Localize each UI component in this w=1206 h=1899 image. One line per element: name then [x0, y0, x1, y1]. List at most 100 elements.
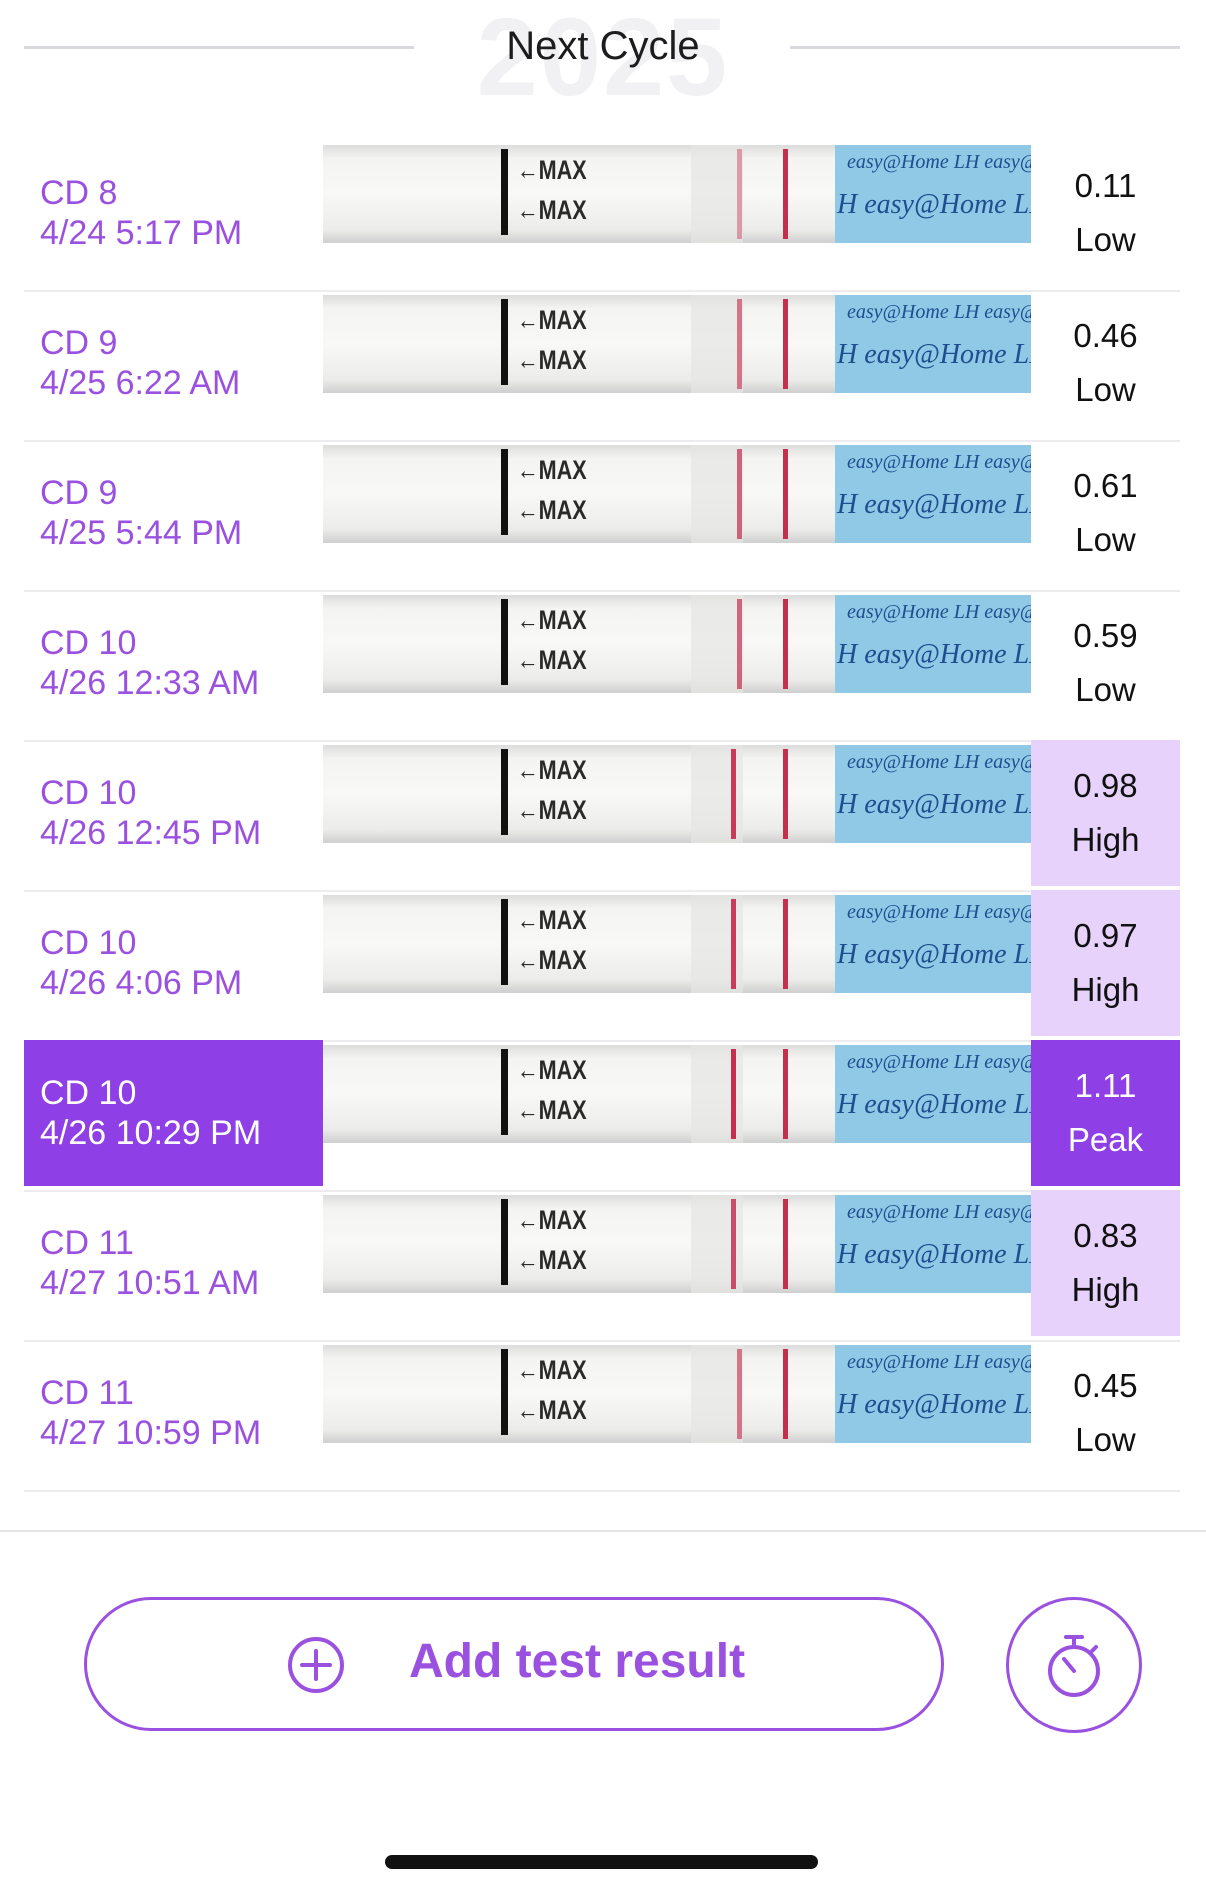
test-strip-photo[interactable]: ←MAX ←MAX easy@Home LH easy@ H easy@Home LH… — [323, 295, 1031, 393]
strip-test-line — [737, 299, 742, 389]
strip-brand-label: easy@Home LH easy@ H easy@Home LH e — [835, 145, 1031, 243]
result-value-cell: 0.59 Low — [1031, 590, 1180, 736]
add-test-result-label: Add test result — [409, 1635, 746, 1688]
test-datetime-label: 4/27 10:51 AM — [40, 1264, 260, 1302]
cycle-day-label: CD 10 — [40, 1074, 137, 1112]
strip-max-marker — [501, 899, 508, 985]
result-date-cell: CD 11 4/27 10:51 AM — [24, 1190, 323, 1336]
test-result-row[interactable]: CD 8 4/24 5:17 PM ←MAX ←MAX easy@Home LH eas… — [24, 140, 1180, 292]
strip-max-label: ←MAX — [517, 1355, 587, 1385]
strip-max-label: ←MAX — [517, 305, 587, 335]
strip-control-line — [783, 899, 788, 989]
strip-max-marker — [501, 149, 508, 235]
lh-ratio-value: 0.97 — [1073, 917, 1138, 954]
test-result-row[interactable]: CD 10 4/26 12:45 PM ←MAX ←MAX easy@Home LH e… — [24, 740, 1180, 892]
strip-max-label: ←MAX — [517, 795, 587, 825]
strip-max-label: ←MAX — [517, 1205, 587, 1235]
strip-max-label: ←MAX — [517, 905, 587, 935]
strip-brand-text: easy@Home LH easy@ — [847, 1351, 1031, 1373]
strip-brand-text: H easy@Home LH e — [837, 939, 1031, 970]
strip-max-label: ←MAX — [517, 195, 587, 225]
strip-brand-text: H easy@Home LH e — [837, 1239, 1031, 1270]
header-divider-right — [790, 46, 1180, 49]
test-datetime-label: 4/26 10:29 PM — [40, 1114, 262, 1152]
test-result-row[interactable]: CD 9 4/25 5:44 PM ←MAX ←MAX easy@Home LH eas… — [24, 440, 1180, 592]
test-strip-photo[interactable]: ←MAX ←MAX easy@Home LH easy@ H easy@Home LH… — [323, 1045, 1031, 1143]
test-result-row[interactable]: CD 9 4/25 6:22 AM ←MAX ←MAX easy@Home LH eas… — [24, 290, 1180, 442]
strip-max-label: ←MAX — [517, 1095, 587, 1125]
strip-test-line — [731, 899, 736, 989]
result-date-cell: CD 9 4/25 6:22 AM — [24, 290, 323, 436]
result-date-cell: CD 8 4/24 5:17 PM — [24, 140, 323, 286]
lh-ratio-value: 0.83 — [1073, 1217, 1138, 1254]
strip-brand-label: easy@Home LH easy@ H easy@Home LH e — [835, 445, 1031, 543]
strip-test-line — [737, 599, 742, 689]
test-strip-photo[interactable]: ←MAX ←MAX easy@Home LH easy@ H easy@Home LH… — [323, 595, 1031, 693]
strip-control-line — [783, 749, 788, 839]
test-datetime-label: 4/26 4:06 PM — [40, 964, 243, 1002]
strip-result-window — [691, 145, 743, 243]
strip-control-line — [783, 299, 788, 389]
result-value-cell: 0.46 Low — [1031, 290, 1180, 436]
strip-max-marker — [501, 599, 508, 685]
test-result-row[interactable]: CD 11 4/27 10:51 AM ←MAX ←MAX easy@Home LH e… — [24, 1190, 1180, 1342]
test-datetime-label: 4/26 12:45 PM — [40, 814, 262, 852]
strip-test-line — [737, 1349, 742, 1439]
test-result-row[interactable]: CD 10 4/26 12:33 AM ←MAX ←MAX easy@Home LH e… — [24, 590, 1180, 742]
strip-control-line — [783, 449, 788, 539]
lh-level-label: High — [1071, 971, 1140, 1008]
strip-result-window — [691, 1345, 743, 1443]
test-strip-photo[interactable]: ←MAX ←MAX easy@Home LH easy@ H easy@Home LH… — [323, 745, 1031, 843]
strip-result-window — [691, 595, 743, 693]
test-strip-photo[interactable]: ←MAX ←MAX easy@Home LH easy@ H easy@Home LH… — [323, 145, 1031, 243]
strip-max-label: ←MAX — [517, 495, 587, 525]
strip-test-line — [737, 149, 742, 239]
test-strip-photo[interactable]: ←MAX ←MAX easy@Home LH easy@ H easy@Home LH… — [323, 445, 1031, 543]
strip-brand-text: H easy@Home LH e — [837, 789, 1031, 820]
strip-test-line — [737, 449, 742, 539]
stopwatch-icon — [1048, 1635, 1100, 1697]
strip-max-marker — [501, 1349, 508, 1435]
strip-brand-text: easy@Home LH easy@ — [847, 151, 1031, 173]
strip-brand-text: easy@Home LH easy@ — [847, 451, 1031, 473]
strip-control-line — [783, 149, 788, 239]
strip-brand-label: easy@Home LH easy@ H easy@Home LH e — [835, 745, 1031, 843]
test-datetime-label: 4/25 6:22 AM — [40, 364, 241, 402]
strip-control-line — [783, 599, 788, 689]
row-divider — [24, 1040, 1180, 1042]
lh-level-label: Low — [1075, 1421, 1136, 1458]
timer-button[interactable] — [1006, 1597, 1142, 1733]
result-date-cell: CD 10 4/26 10:29 PM — [24, 1040, 323, 1186]
test-strip-photo[interactable]: ←MAX ←MAX easy@Home LH easy@ H easy@Home LH… — [323, 1195, 1031, 1293]
lh-level-label: Low — [1075, 671, 1136, 708]
strip-brand-label: easy@Home LH easy@ H easy@Home LH e — [835, 595, 1031, 693]
result-date-cell: CD 10 4/26 12:33 AM — [24, 590, 323, 736]
test-strip-photo[interactable]: ←MAX ←MAX easy@Home LH easy@ H easy@Home LH… — [323, 1345, 1031, 1443]
test-result-row[interactable]: CD 10 4/26 10:29 PM ←MAX ←MAX easy@Home LH e… — [24, 1040, 1180, 1192]
result-value-cell: 0.83 High — [1031, 1190, 1180, 1336]
add-test-result-button[interactable]: Add test result — [84, 1597, 944, 1731]
strip-brand-text: easy@Home LH easy@ — [847, 1201, 1031, 1223]
row-divider — [24, 890, 1180, 892]
cycle-day-label: CD 10 — [40, 924, 137, 962]
strip-test-line — [731, 1199, 736, 1289]
header-year-watermark: 2025 — [476, 0, 730, 119]
result-value-cell: 0.98 High — [1031, 740, 1180, 886]
cycle-day-label: CD 9 — [40, 474, 118, 512]
test-result-row[interactable]: CD 10 4/26 4:06 PM ←MAX ←MAX easy@Home LH ea… — [24, 890, 1180, 1042]
bottom-divider — [0, 1530, 1206, 1532]
test-datetime-label: 4/24 5:17 PM — [40, 214, 243, 252]
test-strip-photo[interactable]: ←MAX ←MAX easy@Home LH easy@ H easy@Home LH… — [323, 895, 1031, 993]
strip-max-label: ←MAX — [517, 645, 587, 675]
lh-ratio-value: 0.98 — [1073, 767, 1138, 804]
row-divider — [24, 1490, 1180, 1492]
strip-brand-text: H easy@Home LH e — [837, 489, 1031, 520]
cycle-day-label: CD 9 — [40, 324, 118, 362]
strip-brand-text: easy@Home LH easy@ — [847, 901, 1031, 923]
strip-result-window — [691, 295, 743, 393]
lh-level-label: Low — [1075, 221, 1136, 258]
test-datetime-label: 4/25 5:44 PM — [40, 514, 243, 552]
strip-max-marker — [501, 1199, 508, 1285]
lh-level-label: High — [1071, 821, 1140, 858]
test-result-row[interactable]: CD 11 4/27 10:59 PM ←MAX ←MAX easy@Home LH e… — [24, 1340, 1180, 1492]
